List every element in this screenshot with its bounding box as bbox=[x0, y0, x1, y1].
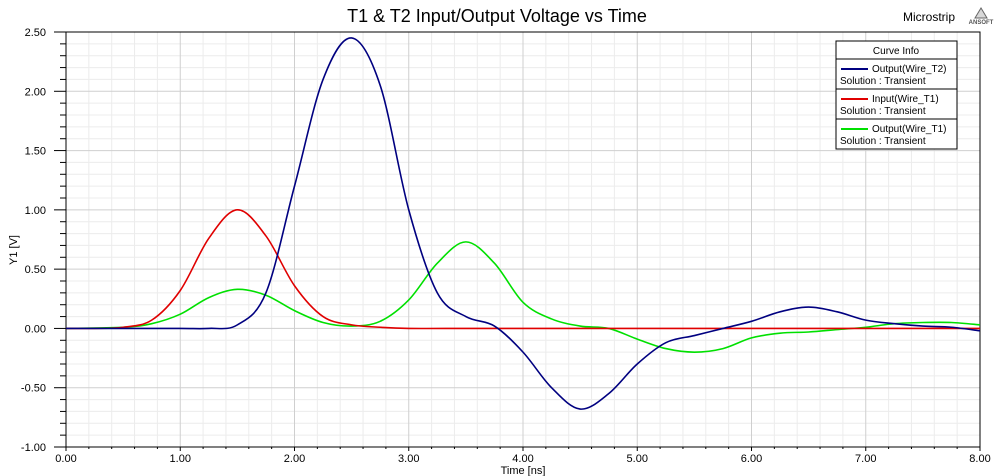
legend-item-output-t1[interactable]: Output(Wire_T1) Solution : Transient bbox=[840, 124, 946, 147]
legend-series-solution: Solution : Transient bbox=[840, 76, 926, 87]
y-tick-label: 0.00 bbox=[25, 323, 46, 335]
y-tick-label: -0.50 bbox=[21, 383, 46, 395]
legend-item-input-t1[interactable]: Input(Wire_T1) Solution : Transient bbox=[840, 94, 939, 117]
y-tick-label: 0.50 bbox=[25, 264, 46, 276]
project-label: Microstrip bbox=[903, 10, 955, 24]
x-tick-label: 6.00 bbox=[741, 453, 762, 465]
series-line-output-wire-t2 bbox=[66, 37, 981, 410]
y-tick-label: 2.00 bbox=[25, 86, 46, 98]
x-tick-label: 2.00 bbox=[284, 453, 305, 465]
series-line-input-wire-t1 bbox=[65, 209, 980, 330]
y-axis-label: Y1 [V] bbox=[8, 235, 20, 265]
x-tick-label: 0.00 bbox=[55, 453, 76, 465]
legend-series-name: Input(Wire_T1) bbox=[872, 94, 939, 105]
y-tick-label: 2.50 bbox=[25, 27, 46, 39]
y-axis: 2.50 2.00 1.50 1.00 0.50 0.00 -0.50 -1.00 bbox=[21, 27, 66, 454]
legend-item-output-t2[interactable]: Output(Wire_T2) Solution : Transient bbox=[840, 64, 946, 87]
x-tick-label: 8.00 bbox=[969, 453, 990, 465]
x-tick-label: 3.00 bbox=[398, 453, 419, 465]
legend-series-name: Output(Wire_T1) bbox=[872, 124, 946, 135]
legend-series-name: Output(Wire_T2) bbox=[872, 64, 946, 75]
legend[interactable]: Curve Info Output(Wire_T2) Solution : Tr… bbox=[835, 40, 958, 150]
y-tick-label: 1.50 bbox=[25, 146, 46, 158]
y-tick-label: -1.00 bbox=[21, 442, 46, 454]
x-tick-label: 5.00 bbox=[627, 453, 648, 465]
x-axis: 0.00 1.00 2.00 3.00 4.00 5.00 6.00 7.00 8.00 bbox=[55, 447, 991, 465]
x-axis-label: Time [ns] bbox=[501, 465, 546, 476]
legend-series-solution: Solution : Transient bbox=[840, 136, 926, 147]
x-tick-label: 1.00 bbox=[170, 453, 191, 465]
legend-series-solution: Solution : Transient bbox=[840, 106, 926, 117]
legend-title: Curve Info bbox=[873, 46, 920, 57]
logo-triangle-icon bbox=[974, 7, 988, 19]
series-line-output-wire-t1 bbox=[65, 241, 981, 353]
series-lines bbox=[65, 37, 981, 410]
x-tick-label: 4.00 bbox=[512, 453, 533, 465]
x-tick-label: 7.00 bbox=[855, 453, 876, 465]
y-tick-label: 1.00 bbox=[25, 205, 46, 217]
chart-title: T1 & T2 Input/Output Voltage vs Time bbox=[347, 6, 647, 26]
logo-text: ANSOFT bbox=[969, 20, 994, 26]
ansoft-logo: ANSOFT bbox=[969, 7, 994, 26]
